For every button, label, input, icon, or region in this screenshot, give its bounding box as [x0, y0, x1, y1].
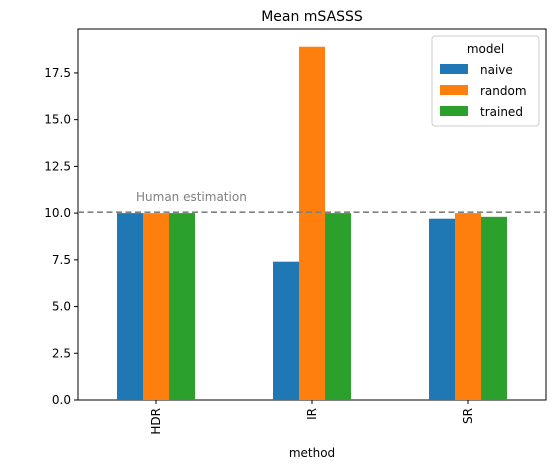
y-tick-label: 10.0 — [44, 206, 71, 220]
legend: model naive random trained — [431, 35, 540, 127]
bar-trained-ir — [325, 213, 351, 400]
bar-trained-sr — [481, 216, 507, 400]
bar-random-hdr — [143, 213, 169, 400]
legend-label-trained: trained — [480, 105, 523, 119]
y-tick-label: 15.0 — [44, 113, 71, 127]
y-tick-label: 2.5 — [52, 346, 71, 360]
legend-title: model — [467, 42, 504, 56]
y-axis: 0.0 2.5 5.0 7.5 10.0 12.5 15.0 17.5 — [44, 66, 78, 407]
legend-swatch-random — [440, 85, 468, 95]
y-tick-label: 17.5 — [44, 66, 71, 80]
bar-naive-hdr — [117, 213, 143, 400]
x-axis-label: method — [289, 446, 335, 460]
bar-trained-hdr — [169, 213, 195, 400]
bars-layer — [117, 46, 507, 400]
bar-random-ir — [299, 46, 325, 400]
x-tick-label-ir: IR — [305, 408, 319, 420]
bar-random-sr — [455, 213, 481, 400]
x-axis: HDR IR SR — [149, 400, 475, 435]
reference-layer: Human estimation — [78, 190, 546, 213]
chart-title: Mean mSASSS — [261, 9, 363, 25]
y-tick-label: 5.0 — [52, 300, 71, 314]
legend-swatch-trained — [440, 106, 468, 116]
x-tick-label-sr: SR — [461, 408, 475, 424]
y-tick-label: 0.0 — [52, 393, 71, 407]
y-tick-label: 12.5 — [44, 159, 71, 173]
x-tick-label-hdr: HDR — [149, 408, 163, 435]
bar-naive-ir — [273, 261, 299, 400]
bar-naive-sr — [429, 218, 455, 400]
y-tick-label: 7.5 — [52, 253, 71, 267]
legend-box — [431, 35, 540, 127]
legend-label-naive: naive — [480, 63, 513, 77]
human-estimation-label: Human estimation — [136, 190, 247, 204]
legend-swatch-naive — [440, 64, 468, 74]
legend-label-random: random — [480, 84, 527, 98]
